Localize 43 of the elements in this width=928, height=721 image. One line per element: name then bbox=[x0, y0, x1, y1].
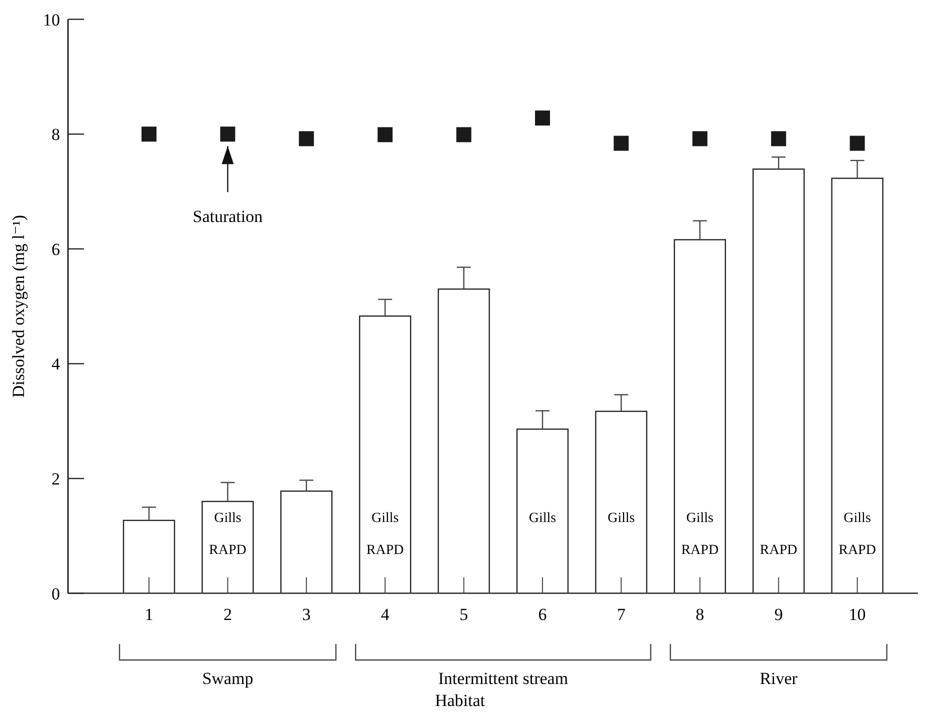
annotation: Gills bbox=[528, 511, 556, 526]
annotation: RAPD bbox=[838, 543, 876, 558]
y-tick-label: 8 bbox=[52, 125, 60, 144]
x-axis-title: Habitat bbox=[434, 691, 486, 710]
bar bbox=[280, 490, 332, 594]
annotation: Gills bbox=[686, 511, 714, 526]
x-tick-label: 2 bbox=[223, 605, 232, 624]
annotation: RAPD bbox=[760, 543, 798, 558]
x-tick-label: 7 bbox=[616, 605, 626, 624]
text: Swamp bbox=[202, 669, 254, 688]
bar bbox=[438, 288, 490, 594]
annotation: Gills bbox=[844, 511, 871, 526]
x-tick-label: 10 bbox=[848, 605, 866, 624]
bar bbox=[595, 410, 648, 594]
annotation: Saturation bbox=[192, 207, 264, 226]
annotation: Gills bbox=[371, 511, 399, 526]
bar bbox=[831, 178, 884, 594]
text: River bbox=[760, 669, 798, 688]
y-axis-title: Dissolved oxygen (mg l⁻¹) bbox=[9, 214, 28, 398]
bar bbox=[202, 500, 254, 594]
bar bbox=[752, 168, 805, 594]
y-tick-label: 6 bbox=[52, 240, 60, 259]
x-tick-label: 1 bbox=[144, 605, 154, 624]
x-tick-label: 9 bbox=[774, 605, 783, 624]
bar bbox=[359, 315, 412, 594]
y-tick-label: 4 bbox=[52, 354, 60, 374]
bar bbox=[122, 520, 176, 594]
annotation: RAPD bbox=[366, 543, 404, 558]
x-tick-label: 5 bbox=[460, 605, 468, 624]
x-tick-label: 3 bbox=[302, 605, 311, 624]
annotation: RAPD bbox=[681, 543, 719, 558]
y-tick-label: 0 bbox=[52, 584, 60, 604]
annotation: Gills bbox=[214, 511, 242, 526]
text: Intermittent stream bbox=[438, 669, 568, 688]
y-tick-label: 2 bbox=[52, 469, 60, 488]
annotation: Gills bbox=[608, 511, 635, 526]
x-tick-label: 4 bbox=[380, 605, 390, 624]
x-tick-label: 6 bbox=[538, 605, 547, 624]
annotation: RAPD bbox=[209, 543, 246, 558]
x-tick-label: 8 bbox=[696, 605, 704, 624]
bar bbox=[674, 239, 726, 594]
bar bbox=[516, 428, 569, 594]
y-tick-label: 10 bbox=[43, 10, 60, 30]
